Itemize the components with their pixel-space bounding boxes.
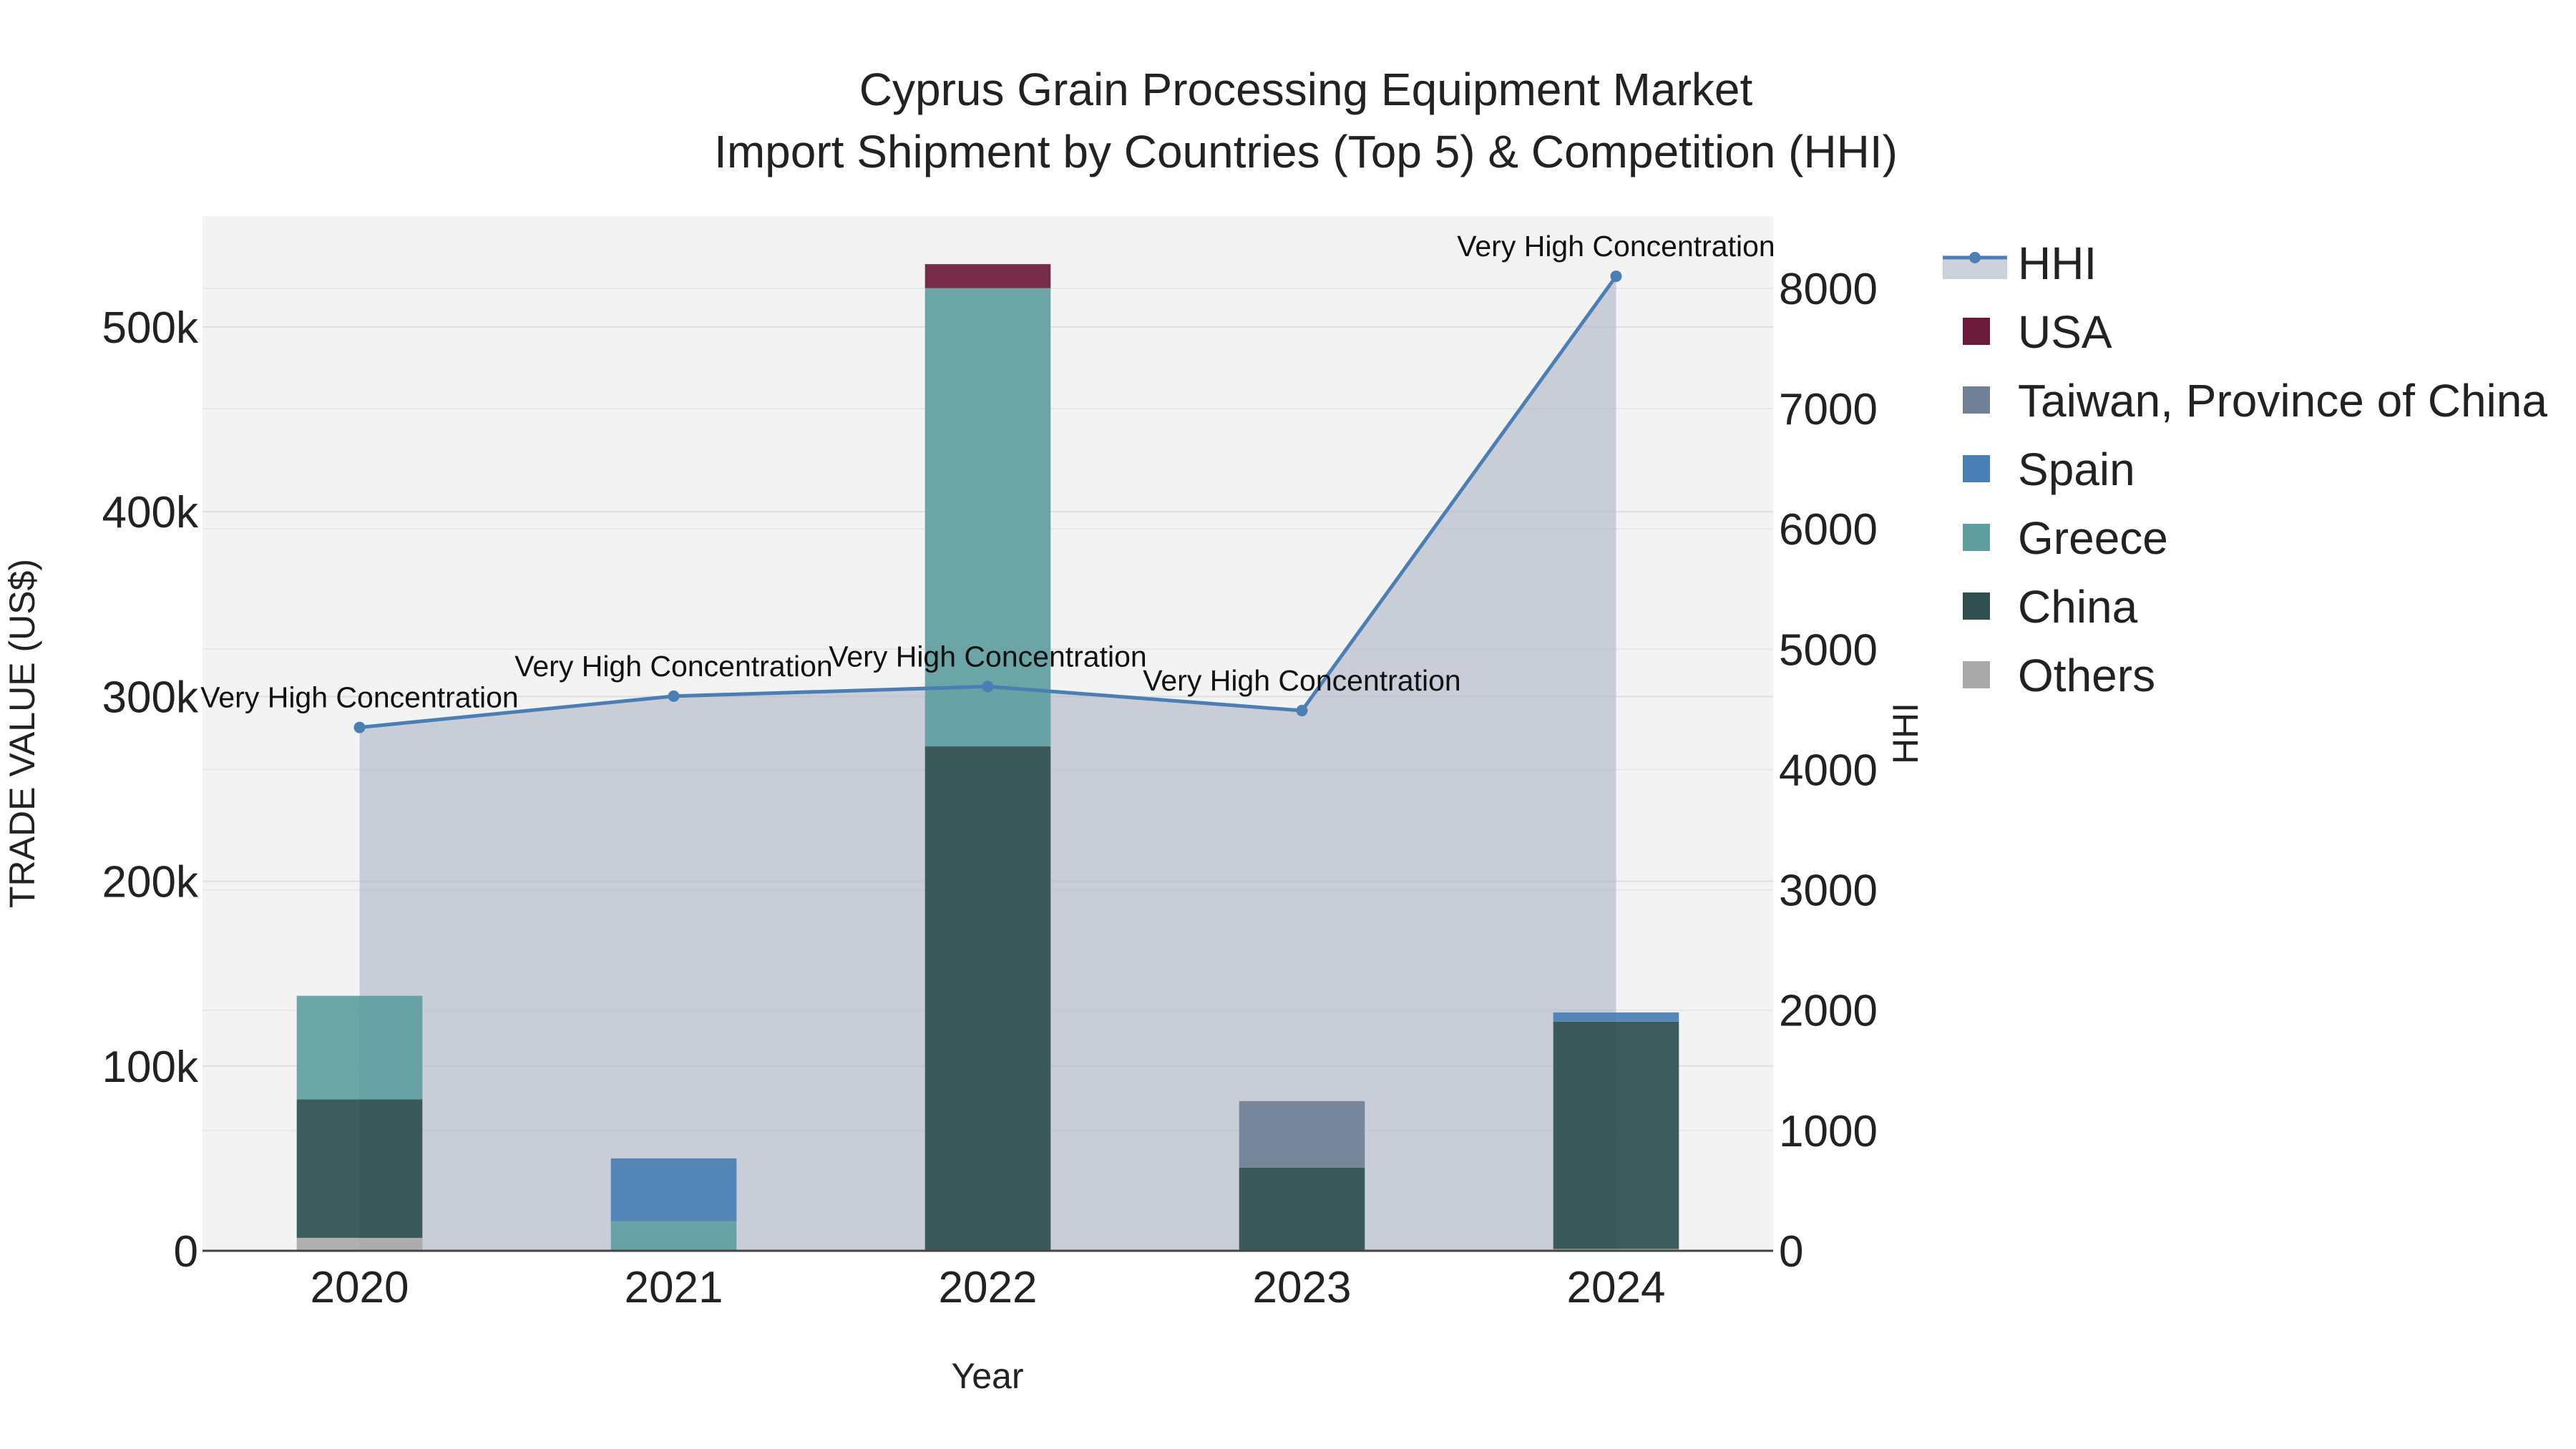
chart-subtitle: Import Shipment by Countries (Top 5) & C… <box>714 126 1898 177</box>
y2-axis-ticks: 0 1000 2000 3000 4000 5000 6000 7000 8000 <box>1779 265 1878 1277</box>
bar-greece-2022 <box>924 288 1051 747</box>
y2-tick-label: 3000 <box>1779 867 1878 916</box>
legend-label-china: China <box>2018 581 2138 633</box>
y2-tick-label: 2000 <box>1779 987 1878 1036</box>
legend-label-spain: Spain <box>2018 444 2135 495</box>
bar-others-2020 <box>296 1237 423 1251</box>
legend-swatch-greece <box>1963 524 1990 551</box>
y2-tick-label: 0 <box>1779 1227 1803 1277</box>
x-tick-label: 2023 <box>1253 1263 1352 1312</box>
hhi-point-2024 <box>1610 270 1622 283</box>
y-tick-label: 400k <box>102 488 199 537</box>
hhi-annotation: Very High Concentration <box>200 681 518 714</box>
bar-greece-2020 <box>296 995 423 1100</box>
bar-china-2024 <box>1553 1021 1679 1249</box>
hhi-point-2021 <box>668 690 680 702</box>
bar-spain-2024 <box>1553 1012 1679 1022</box>
x-tick-label: 2024 <box>1567 1263 1666 1312</box>
bar-taiwan-province-of-china-2023 <box>1239 1101 1365 1168</box>
y2-tick-label: 8000 <box>1779 265 1878 314</box>
bar-spain-2021 <box>610 1158 737 1221</box>
hhi-point-2022 <box>982 680 994 693</box>
legend-swatch-usa <box>1963 318 1990 345</box>
legend-label-taiwan-province-of-china: Taiwan, Province of China <box>2018 375 2547 426</box>
y2-tick-label: 6000 <box>1779 505 1878 555</box>
bars-layer <box>296 264 1679 1251</box>
hhi-point-2023 <box>1296 705 1308 717</box>
y-tick-label: 0 <box>174 1227 198 1277</box>
y-tick-label: 100k <box>102 1043 199 1092</box>
y2-tick-label: 7000 <box>1779 385 1878 434</box>
hhi-line-layer <box>353 270 1622 733</box>
hhi-annotation: Very High Concentration <box>514 650 832 683</box>
legend-swatch-taiwan-province-of-china <box>1963 386 1990 414</box>
x-axis-title: Year <box>951 1356 1023 1396</box>
y2-axis-title: HHI <box>1885 703 1926 764</box>
x-tick-label: 2021 <box>625 1263 723 1312</box>
x-tick-label: 2020 <box>311 1263 409 1312</box>
bar-china-2020 <box>296 1099 423 1238</box>
hhi-annotation: Very High Concentration <box>1457 230 1775 263</box>
y2-tick-label: 5000 <box>1779 625 1878 675</box>
bar-china-2023 <box>1239 1167 1365 1251</box>
bar-usa-2022 <box>924 264 1051 288</box>
bar-greece-2021 <box>610 1221 737 1251</box>
x-tick-label: 2022 <box>939 1263 1038 1312</box>
bar-china-2022 <box>924 746 1051 1251</box>
legend-label-usa: USA <box>2018 306 2112 358</box>
y-tick-label: 500k <box>102 303 199 353</box>
legend-label-others: Others <box>2018 650 2155 701</box>
legend: HHI USA Taiwan, Province of China Spain Gree… <box>1943 238 2547 701</box>
hhi-annotation: Very High Concentration <box>829 640 1146 673</box>
legend-hhi-marker <box>1969 252 1981 263</box>
x-axis-ticks: 2020 2021 2022 2023 2024 <box>311 1263 1666 1312</box>
chart-title: Cyprus Grain Processing Equipment Market <box>859 64 1753 115</box>
legend-swatch-china <box>1963 592 1990 620</box>
y2-tick-label: 1000 <box>1779 1107 1878 1156</box>
y-axis-title: TRADE VALUE (US$) <box>2 559 42 908</box>
y-tick-label: 300k <box>102 673 199 722</box>
hhi-annotation: Very High Concentration <box>1143 664 1460 697</box>
legend-label-hhi: HHI <box>2018 238 2097 289</box>
y-tick-label: 200k <box>102 858 199 907</box>
hhi-point-2020 <box>353 721 366 733</box>
y2-tick-label: 4000 <box>1779 746 1878 795</box>
legend-swatch-others <box>1963 661 1990 688</box>
y-axis-ticks: 0 100k 200k 300k 400k 500k <box>102 303 199 1277</box>
legend-swatch-spain <box>1963 455 1990 482</box>
legend-label-greece: Greece <box>2018 512 2168 564</box>
